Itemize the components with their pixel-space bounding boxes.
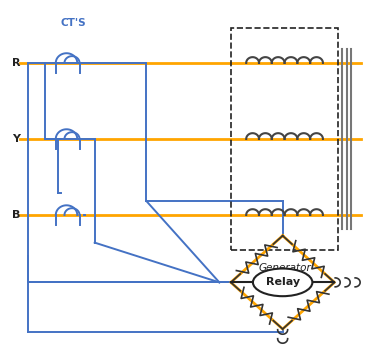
Text: B: B — [12, 210, 20, 220]
Text: R: R — [12, 58, 21, 68]
Ellipse shape — [253, 269, 312, 296]
Text: Generator: Generator — [258, 263, 311, 273]
Text: Y: Y — [12, 134, 20, 144]
Text: Relay: Relay — [266, 277, 300, 287]
Bar — [231, 28, 338, 249]
Text: CT'S: CT'S — [60, 18, 86, 28]
